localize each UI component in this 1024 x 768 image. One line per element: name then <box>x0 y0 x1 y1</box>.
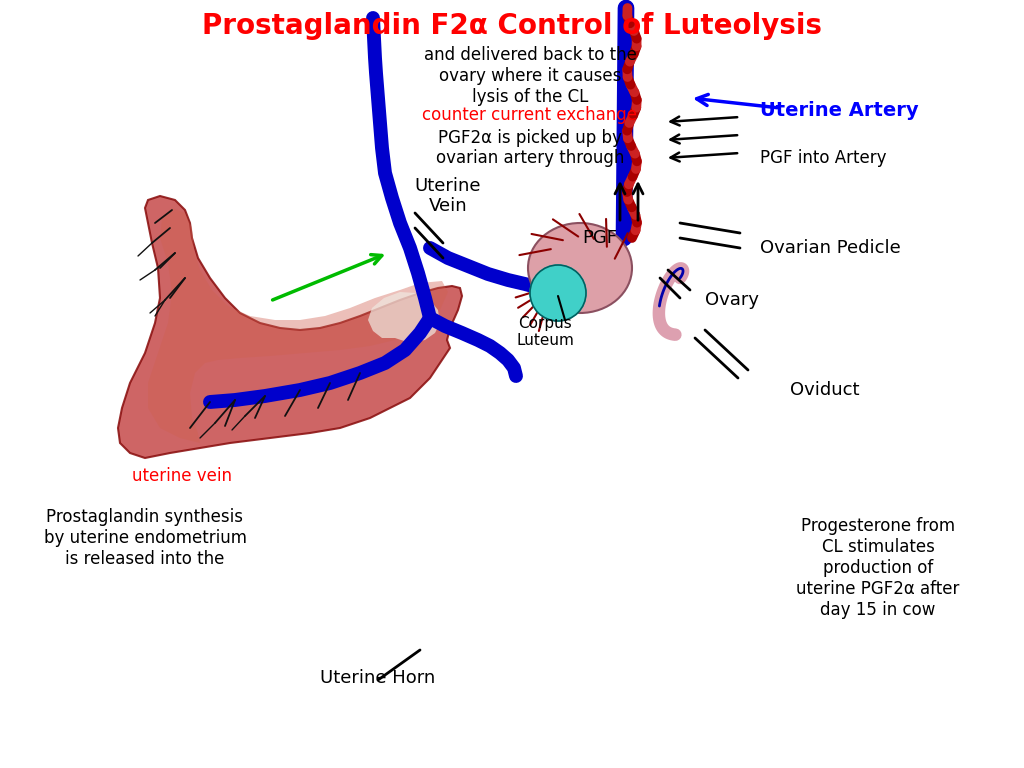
Text: Prostaglandin synthesis
by uterine endometrium
is released into the: Prostaglandin synthesis by uterine endom… <box>43 508 247 568</box>
Circle shape <box>530 265 586 321</box>
Text: Uterine Horn: Uterine Horn <box>319 669 435 687</box>
Polygon shape <box>118 196 462 458</box>
Text: Ovary: Ovary <box>705 291 759 309</box>
Text: Ovarian Pedicle: Ovarian Pedicle <box>760 239 901 257</box>
Text: Uterine
Vein: Uterine Vein <box>415 177 481 215</box>
Text: PGF2α is picked up by
ovarian artery through: PGF2α is picked up by ovarian artery thr… <box>436 128 625 167</box>
Text: Oviduct: Oviduct <box>790 381 859 399</box>
Text: uterine vein: uterine vein <box>132 467 232 485</box>
Polygon shape <box>368 292 440 343</box>
Text: Prostaglandin F2α Control of Luteolysis: Prostaglandin F2α Control of Luteolysis <box>202 12 822 40</box>
Text: Progesterone from
CL stimulates
production of
uterine PGF2α after
day 15 in cow: Progesterone from CL stimulates producti… <box>797 518 959 618</box>
Text: and delivered back to the
ovary where it causes
lysis of the CL: and delivered back to the ovary where it… <box>424 46 637 106</box>
Text: counter current exchange: counter current exchange <box>423 106 638 124</box>
Text: Uterine Artery: Uterine Artery <box>760 101 919 120</box>
Text: PGF: PGF <box>583 229 617 247</box>
Text: Corpus
Luteum: Corpus Luteum <box>516 316 573 348</box>
Text: PGF into Artery: PGF into Artery <box>760 149 887 167</box>
Ellipse shape <box>528 223 632 313</box>
Polygon shape <box>148 208 449 443</box>
